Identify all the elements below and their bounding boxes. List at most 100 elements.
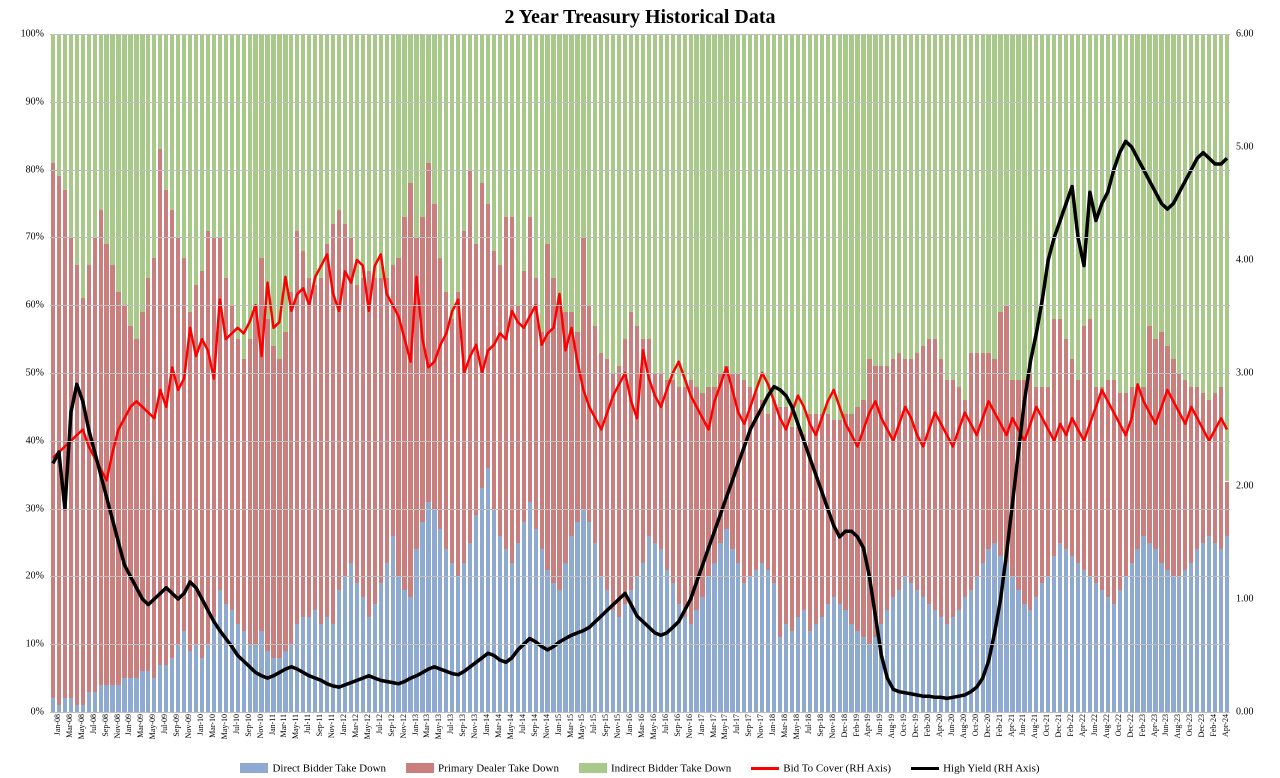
- x-tick-label: Sep-13: [458, 714, 467, 737]
- x-tick-label: Mar-14: [494, 714, 503, 738]
- gridline: [50, 509, 1230, 510]
- x-tick-label: Jun-22: [1090, 714, 1099, 736]
- x-tick-label: Nov-17: [756, 714, 765, 738]
- x-tick-label: Sep-16: [673, 714, 682, 737]
- x-tick-label: Jul-17: [732, 714, 741, 734]
- x-tick-label: Sep-10: [244, 714, 253, 737]
- legend-label: Primary Dealer Take Down: [438, 762, 559, 774]
- legend-label: Direct Bidder Take Down: [272, 762, 386, 774]
- x-tick-label: Nov-15: [613, 714, 622, 738]
- x-tick-label: Apr-22: [1078, 714, 1087, 737]
- x-tick-label: May-14: [506, 714, 515, 739]
- x-tick-label: Dec-23: [1197, 714, 1206, 738]
- x-tick-label: May-18: [792, 714, 801, 739]
- x-tick-label: Jun-20: [947, 714, 956, 736]
- x-tick-label: May-09: [148, 714, 157, 739]
- gridline: [50, 644, 1230, 645]
- x-tick-label: Jan-18: [768, 714, 777, 735]
- legend-line-icon: [751, 767, 779, 770]
- x-tick-label: Mar-12: [351, 714, 360, 738]
- x-tick-label: Jan-14: [482, 714, 491, 735]
- legend-swatch: [579, 763, 607, 773]
- legend-label: High Yield (RH Axis): [943, 762, 1039, 774]
- gridline: [50, 237, 1230, 238]
- x-tick-label: Oct-19: [899, 714, 908, 736]
- x-tick-label: Apr-21: [1007, 714, 1016, 737]
- y-right-tick-label: 0.00: [1230, 707, 1254, 718]
- x-tick-label: Sep-12: [387, 714, 396, 737]
- x-tick-label: Aug-21: [1030, 714, 1039, 738]
- x-tick-label: Dec-18: [840, 714, 849, 738]
- x-tick-label: Nov-10: [256, 714, 265, 738]
- x-tick-label: Apr-20: [935, 714, 944, 737]
- x-tick-label: Nov-12: [399, 714, 408, 738]
- x-tick-label: Mar-10: [208, 714, 217, 738]
- x-tick-label: Mar-08: [65, 714, 74, 738]
- x-tick-label: Sep-15: [601, 714, 610, 737]
- legend-label: Indirect Bidder Take Down: [611, 762, 731, 774]
- x-tick-label: Jul-12: [375, 714, 384, 734]
- y-right-tick-label: 3.00: [1230, 368, 1254, 379]
- x-tick-label: Jan-15: [554, 714, 563, 735]
- x-tick-label: Jan-13: [411, 714, 420, 735]
- x-tick-label: Nov-13: [470, 714, 479, 738]
- x-tick-label: Feb-24: [1209, 714, 1218, 737]
- x-tick-label: Jul-15: [589, 714, 598, 734]
- legend-item: High Yield (RH Axis): [911, 762, 1039, 774]
- x-tick-label: Jan-08: [53, 714, 62, 735]
- x-tick-label: Jan-17: [697, 714, 706, 735]
- x-tick-label: Nov-11: [327, 714, 336, 738]
- gridline: [50, 441, 1230, 442]
- y-left-tick-label: 30%: [26, 503, 50, 514]
- x-tick-label: Feb-21: [995, 714, 1004, 737]
- x-tick-label: May-13: [434, 714, 443, 739]
- x-tick-label: Feb-19: [852, 714, 861, 737]
- chart-container: 2 Year Treasury Historical Data Jan-08Ma…: [0, 0, 1280, 778]
- x-tick-label: Jul-13: [446, 714, 455, 734]
- x-tick-label: Jun-23: [1161, 714, 1170, 736]
- y-left-tick-label: 20%: [26, 571, 50, 582]
- x-tick-label: Mar-17: [709, 714, 718, 738]
- x-tick-label: Oct-20: [971, 714, 980, 736]
- x-tick-label: Apr-24: [1221, 714, 1230, 737]
- y-left-tick-label: 0%: [31, 707, 50, 718]
- x-tick-label: Dec-22: [1126, 714, 1135, 738]
- y-left-tick-label: 50%: [26, 368, 50, 379]
- gridline: [50, 102, 1230, 103]
- x-tick-label: Oct-22: [1114, 714, 1123, 736]
- x-tick-label: Sep-18: [816, 714, 825, 737]
- x-tick-label: Jul-18: [804, 714, 813, 734]
- x-tick-label: Mar-09: [136, 714, 145, 738]
- x-tick-label: Apr-19: [863, 714, 872, 737]
- y-right-tick-label: 6.00: [1230, 29, 1254, 40]
- x-tick-label: Jul-08: [89, 714, 98, 734]
- x-tick-label: Nov-16: [685, 714, 694, 738]
- x-tick-label: May-12: [363, 714, 372, 739]
- x-tick-label: Mar-18: [780, 714, 789, 738]
- x-tick-label: Jan-10: [196, 714, 205, 735]
- x-tick-label: Feb-23: [1138, 714, 1147, 737]
- x-tick-label: Mar-11: [279, 714, 288, 738]
- gridline: [50, 305, 1230, 306]
- y-left-tick-label: 80%: [26, 164, 50, 175]
- x-tick-label: Jul-10: [232, 714, 241, 734]
- x-axis-labels: Jan-08Mar-08May-08Jul-08Sep-08Nov-08Jan-…: [50, 712, 1230, 752]
- plot-area: Jan-08Mar-08May-08Jul-08Sep-08Nov-08Jan-…: [50, 34, 1230, 712]
- x-tick-label: May-11: [291, 714, 300, 739]
- y-left-tick-label: 100%: [21, 29, 50, 40]
- x-tick-label: Aug-20: [959, 714, 968, 738]
- x-tick-label: Sep-08: [101, 714, 110, 737]
- x-tick-label: Jul-16: [661, 714, 670, 734]
- x-tick-label: Nov-08: [113, 714, 122, 738]
- x-tick-label: Sep-11: [315, 714, 324, 736]
- bid-to-cover-line: [53, 254, 1227, 480]
- x-tick-label: Oct-21: [1042, 714, 1051, 736]
- x-tick-label: Jul-09: [160, 714, 169, 734]
- legend-label: Bid To Cover (RH Axis): [783, 762, 891, 774]
- gridline: [50, 576, 1230, 577]
- y-left-tick-label: 60%: [26, 300, 50, 311]
- y-right-tick-label: 1.00: [1230, 594, 1254, 605]
- legend-swatch: [406, 763, 434, 773]
- x-tick-label: Aug-22: [1102, 714, 1111, 738]
- x-tick-label: Mar-16: [637, 714, 646, 738]
